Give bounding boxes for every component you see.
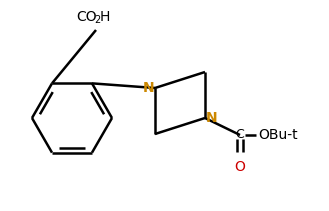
Text: 2: 2 [94,15,100,25]
Text: OBu-t: OBu-t [258,128,298,142]
Text: C: C [236,128,244,142]
Text: CO: CO [76,10,97,24]
Text: N: N [142,81,154,95]
Text: O: O [235,160,245,174]
Text: H: H [100,10,110,24]
Text: N: N [206,111,217,125]
